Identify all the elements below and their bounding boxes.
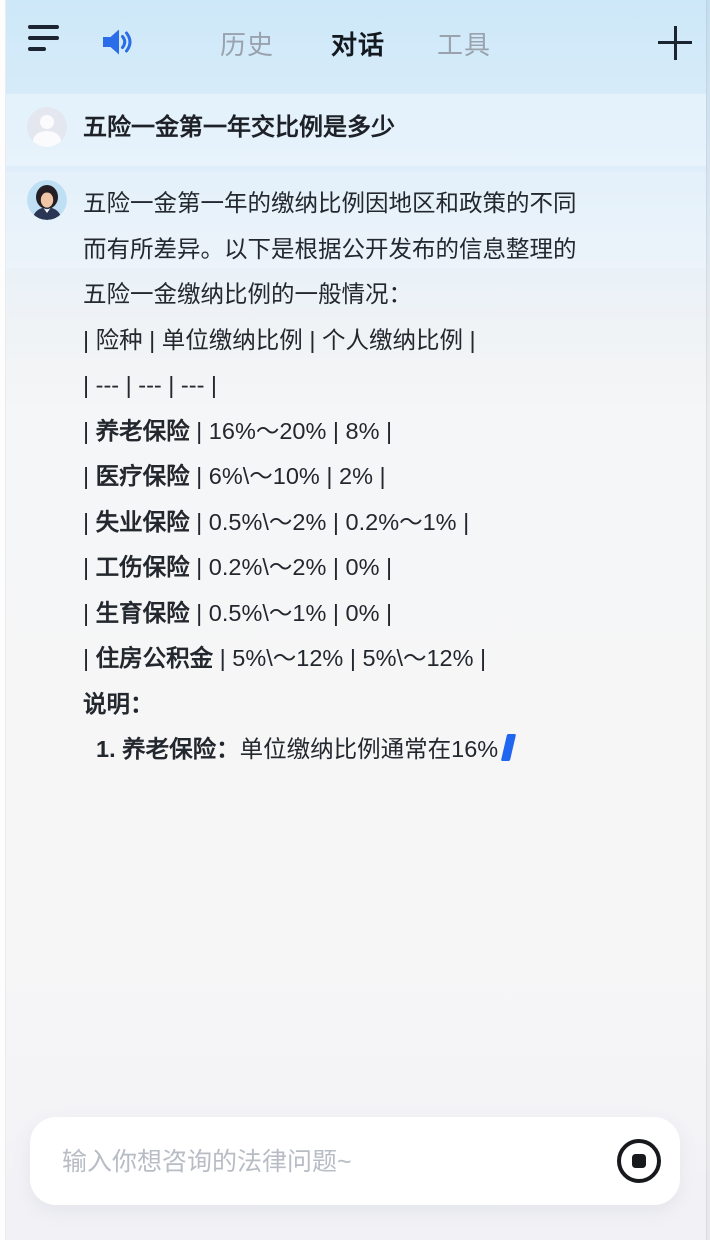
assistant-line: | 险种 | 单位缴纳比例 | 个人缴纳比例 | xyxy=(83,326,476,353)
assistant-line: 1. 养老保险：单位缴纳比例通常在16% xyxy=(83,727,698,773)
tab-history[interactable]: 历史 xyxy=(219,30,274,60)
user-message-text: 五险一金第一年交比例是多少 xyxy=(83,114,395,141)
assistant-line: | 生育保险 | 0.5%\～1% | 0% | xyxy=(83,599,393,626)
assistant-line: 而有所差异。以下是根据公开发布的信息整理的 xyxy=(83,235,577,262)
new-chat-plus-icon[interactable] xyxy=(658,26,692,60)
tab-chat[interactable]: 对话 xyxy=(330,30,385,60)
assistant-message: 五险一金第一年的缴纳比例因地区和政策的不同 而有所差异。以下是根据公开发布的信息整… xyxy=(83,181,698,773)
assistant-line: | --- | --- | --- | xyxy=(83,372,218,398)
stop-icon xyxy=(632,1154,646,1168)
assistant-row-highlight xyxy=(6,172,706,268)
assistant-line: | 医疗保险 | 6%\～10% | 2% | xyxy=(83,463,386,489)
tab-tools[interactable]: 工具 xyxy=(436,30,491,60)
assistant-line: | 失业保险 | 0.5%\～2% | 0.2%～1% | xyxy=(83,508,470,535)
assistant-line: | 工伤保险 | 0.2%\～2% | 0% | xyxy=(83,554,393,580)
assistant-line: | 住房公积金 | 5%\～12% | 5%\～12% | xyxy=(83,645,487,671)
screen-right-edge xyxy=(706,0,710,1240)
assistant-line: | 养老保险 | 16%～20% | 8% | xyxy=(83,417,393,444)
top-bar: 历史 对话 工具 xyxy=(0,0,710,78)
screen-left-edge xyxy=(0,0,6,1240)
streaming-cursor xyxy=(501,734,517,761)
assistant-avatar xyxy=(27,180,67,220)
stop-button[interactable] xyxy=(617,1139,661,1183)
composer xyxy=(30,1117,680,1207)
menu-icon[interactable] xyxy=(28,25,60,52)
message-input[interactable] xyxy=(60,1117,584,1207)
user-avatar xyxy=(27,107,67,147)
assistant-line: 五险一金缴纳比例的一般情况： xyxy=(83,281,412,307)
user-row-highlight xyxy=(6,94,706,166)
assistant-line: 五险一金第一年的缴纳比例因地区和政策的不同 xyxy=(83,190,577,216)
assistant-line: 说明： xyxy=(83,690,154,717)
speaker-icon[interactable] xyxy=(99,24,135,60)
